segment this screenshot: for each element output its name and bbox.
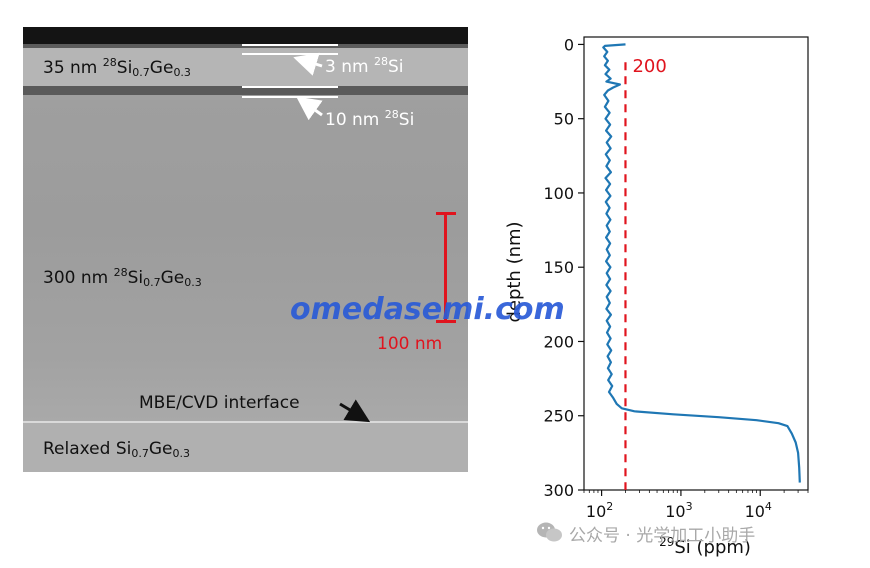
annotation-10nm: 10 nm 28Si (325, 108, 415, 130)
marker-line (242, 86, 338, 88)
x-tick-label: 103 (665, 500, 692, 521)
top-edge-layer (23, 44, 468, 48)
y-tick-label: 150 (543, 258, 574, 277)
layer-label-35nm: 35 nm 28Si0.7Ge0.3 (43, 56, 191, 79)
scale-bar (444, 213, 447, 321)
y-tick-label: 50 (554, 110, 574, 129)
x-tick-label: 102 (586, 500, 613, 521)
interface-label: MBE/CVD interface (139, 393, 300, 413)
marker-line (242, 44, 338, 46)
y-tick-label: 100 (543, 184, 574, 203)
scale-bar-cap-bottom (436, 320, 456, 323)
reference-label: 200 (632, 56, 666, 77)
series-line (602, 43, 801, 483)
top-dark-layer (23, 27, 468, 44)
wechat-icon (537, 522, 562, 542)
y-axis-label: depth (nm) (504, 221, 525, 322)
scale-bar-label: 100 nm (377, 334, 443, 354)
annotation-3nm: 3 nm 28Si (325, 55, 404, 77)
x-tick-label: 104 (745, 500, 772, 521)
layer-label-relaxed: Relaxed Si0.7Ge0.3 (43, 439, 190, 460)
y-tick-label: 0 (564, 35, 574, 54)
marker-line (242, 96, 338, 98)
wechat-caption: 公众号 · 光学加工小助手 (569, 526, 756, 546)
y-tick-label: 250 (543, 407, 574, 426)
watermark: omedasemi.com (290, 292, 565, 327)
relaxed-sige-layer (23, 423, 468, 472)
scale-bar-cap-top (436, 212, 456, 215)
plot-frame (583, 36, 809, 491)
tem-micrograph (23, 27, 468, 472)
marker-line (242, 53, 338, 55)
x-axis-label: 29Si (ppm) (659, 535, 751, 558)
y-tick-label: 200 (543, 332, 574, 351)
y-tick-label: 300 (543, 481, 574, 500)
sige-300nm-layer (23, 95, 468, 421)
si-10nm-layer (23, 86, 468, 95)
layer-label-300nm: 300 nm 28Si0.7Ge0.3 (43, 266, 202, 289)
mbe-cvd-interface-line (23, 421, 468, 423)
